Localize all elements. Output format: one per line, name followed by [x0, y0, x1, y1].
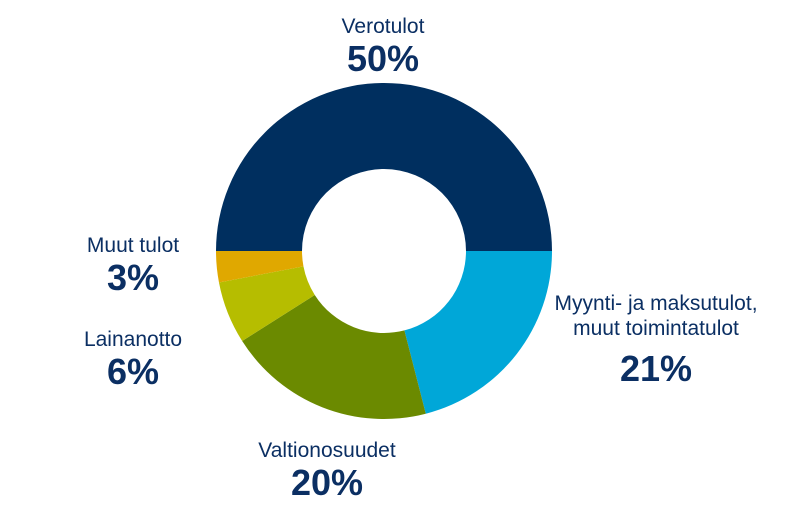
slice-label-myynti-line2: muut toimintatulot	[573, 317, 739, 340]
slice-value-lainanotto: 6%	[106, 351, 160, 392]
label-myynti-ja-maksutulot: Myynti- ja maksutulot, muut toimintatulo…	[554, 291, 757, 389]
slice-label-muut-tulot: Muut tulot	[86, 234, 180, 257]
slice-value-verotulot: 50%	[346, 38, 420, 79]
donut-slices	[216, 83, 553, 420]
slice-muut-tulot	[216, 251, 304, 283]
slice-lainanotto	[218, 266, 315, 342]
slice-value-myynti: 21%	[619, 348, 693, 389]
label-valtionosuudet: Valtionosuudet 20%	[258, 438, 395, 503]
label-verotulot: Verotulot 50%	[342, 14, 425, 79]
slice-valtionosuudet	[242, 294, 426, 420]
slice-value-valtionosuudet: 20%	[290, 462, 364, 503]
label-muut-tulot: Muut tulot 3%	[87, 233, 179, 298]
slice-verotulot	[216, 83, 552, 251]
slice-myynti-ja-maksutulot-muut-toimintatulot	[404, 251, 553, 414]
slice-label-verotulot: Verotulot	[341, 15, 425, 38]
slice-label-valtionosuudet: Valtionosuudet	[258, 439, 396, 462]
label-lainanotto: Lainanotto 6%	[84, 327, 182, 392]
slice-label-lainanotto: Lainanotto	[83, 328, 183, 351]
slice-value-muut-tulot: 3%	[106, 257, 160, 298]
slice-label-myynti-line1: Myynti- ja maksutulot,	[554, 292, 758, 315]
